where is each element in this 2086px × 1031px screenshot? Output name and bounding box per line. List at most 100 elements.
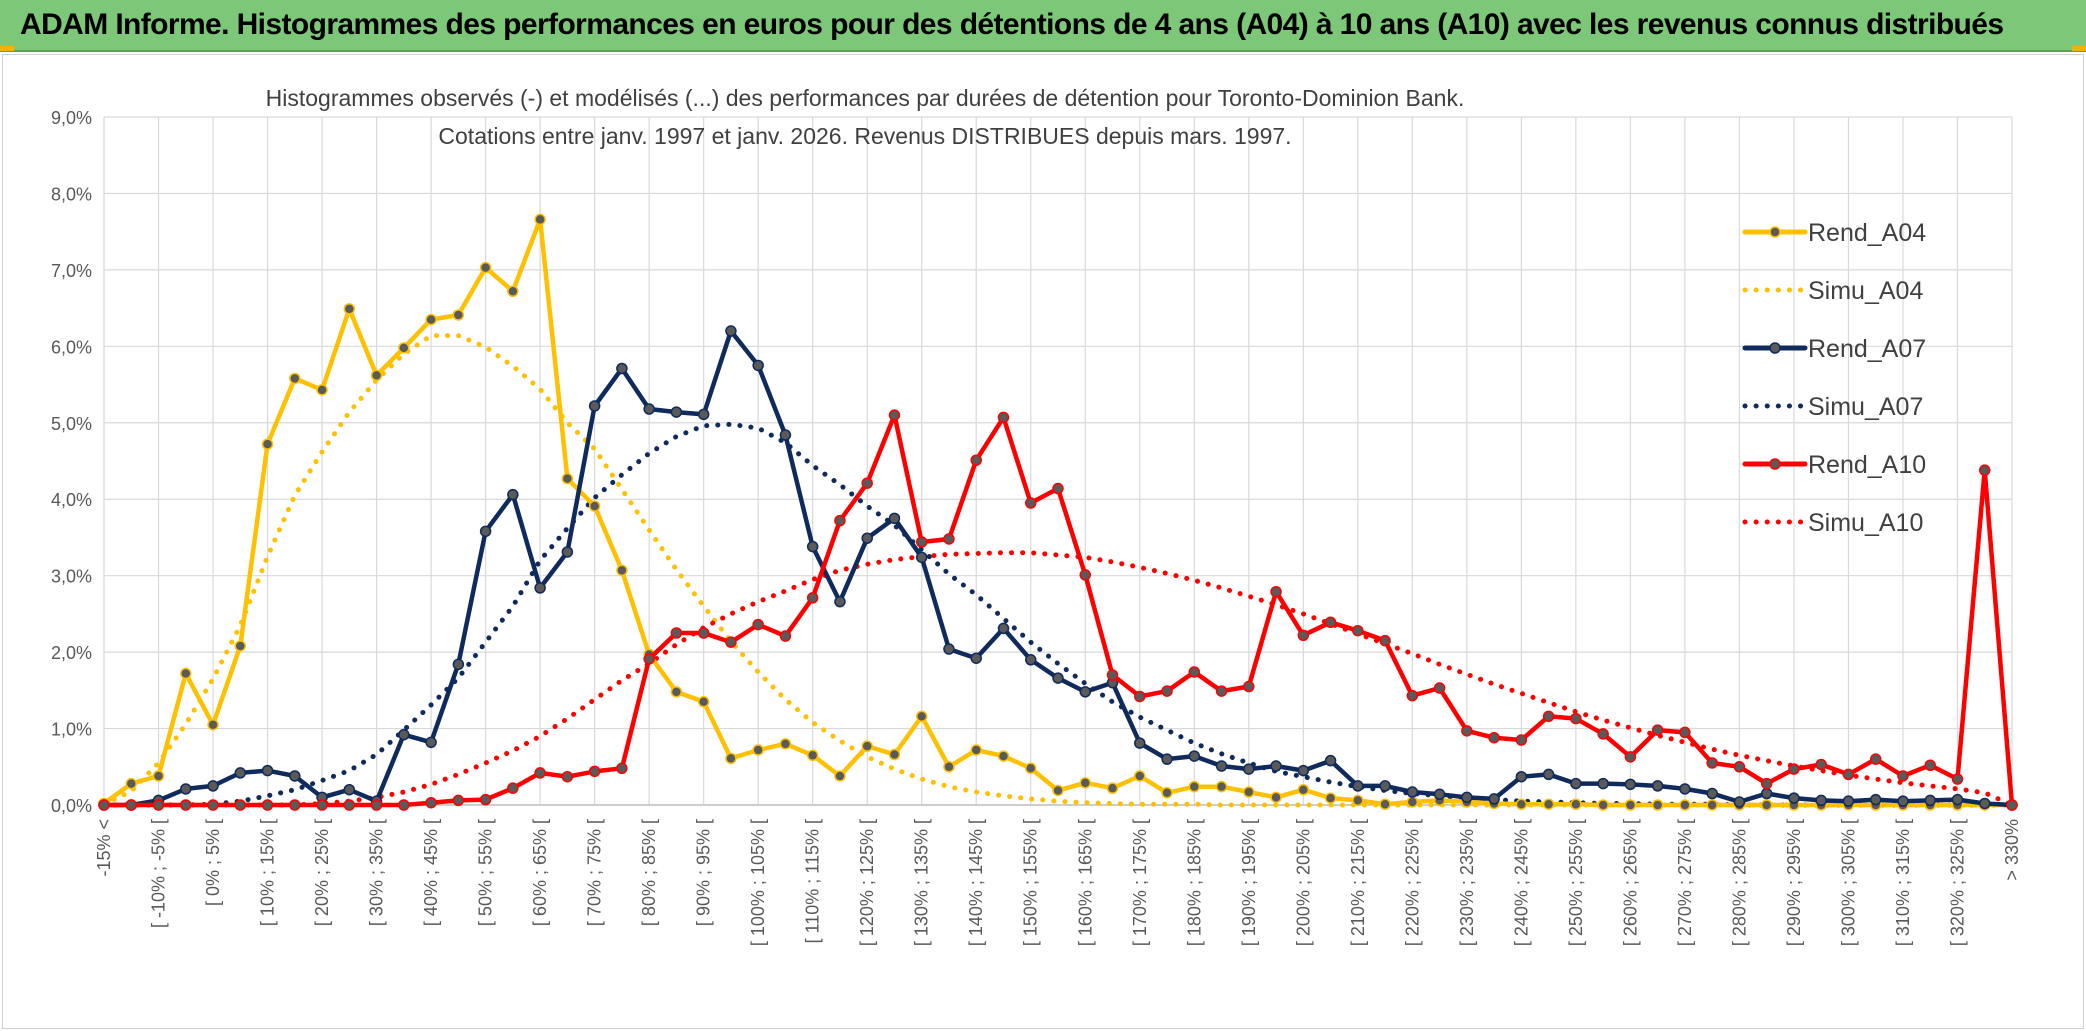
data-point <box>616 564 628 577</box>
y-tick-label: 2,0% <box>51 643 92 663</box>
data-point <box>1651 724 1664 736</box>
data-point <box>670 406 683 418</box>
data-point <box>1706 787 1718 800</box>
data-point <box>1679 726 1691 739</box>
data-point <box>534 767 546 779</box>
data-point <box>234 640 247 652</box>
data-point <box>1679 799 1691 811</box>
x-tick-label: [ 10% ; 15% [ <box>258 819 278 926</box>
data-point <box>289 372 301 385</box>
x-tick-label: [ 0% ; 5% [ <box>203 819 223 906</box>
data-point <box>1243 786 1255 798</box>
series-rend-a07 <box>98 325 2018 811</box>
data-point <box>697 696 710 708</box>
data-point <box>398 728 410 741</box>
x-tick-label: [ 250% ; 255% [ <box>1566 819 1586 946</box>
data-point <box>425 313 437 326</box>
data-point <box>507 782 519 794</box>
data-point <box>1243 763 1255 775</box>
header-bar: ADAM Informe. Histogrammes des performan… <box>0 0 2086 52</box>
data-point <box>370 369 383 382</box>
y-tick-label: 8,0% <box>51 184 92 204</box>
x-tick-label: [ 50% ; 55% [ <box>476 819 496 926</box>
data-point <box>915 551 928 564</box>
data-point <box>1352 780 1364 792</box>
data-point <box>697 408 710 421</box>
data-point <box>616 762 628 775</box>
header-accent-right <box>2072 46 2086 51</box>
data-point <box>180 783 192 795</box>
data-point <box>1161 787 1173 799</box>
chart-title: Histogrammes observés (-) et modélisés (… <box>266 85 1465 111</box>
data-point <box>806 592 819 604</box>
data-point <box>1651 799 1664 811</box>
data-point <box>1624 778 1637 791</box>
data-point <box>1297 764 1310 777</box>
data-point <box>1052 672 1064 684</box>
data-point <box>834 595 846 608</box>
data-point <box>1270 585 1282 598</box>
y-tick-label: 4,0% <box>51 490 92 510</box>
series-layer <box>98 213 2018 811</box>
data-point <box>888 748 901 761</box>
x-tick-label: [ 30% ; 35% [ <box>367 819 387 926</box>
data-point <box>1297 629 1310 642</box>
x-tick-label: [ 160% ; 165% [ <box>1075 819 1095 946</box>
legend-item: Rend_A10 <box>1742 451 1926 479</box>
data-point <box>1624 799 1637 811</box>
data-point <box>997 750 1010 762</box>
data-point <box>1134 770 1146 782</box>
legend-label: Rend_A04 <box>1808 219 1926 247</box>
legend-item: Simu_A10 <box>1742 509 1923 537</box>
data-point <box>507 285 519 298</box>
data-point <box>1215 780 1228 793</box>
x-tick-label: [ 230% ; 235% [ <box>1457 819 1477 946</box>
x-tick-label: [ 100% ; 105% [ <box>748 819 768 946</box>
chart-title-block: Histogrammes observés (-) et modélisés (… <box>266 85 1465 149</box>
x-tick-label: [ 20% ; 25% [ <box>312 819 332 926</box>
data-point <box>1788 792 1800 804</box>
data-point <box>316 384 328 396</box>
data-point <box>561 770 574 783</box>
data-point <box>1570 798 1582 810</box>
data-point <box>289 799 301 811</box>
data-point <box>234 799 247 811</box>
data-point <box>1406 689 1419 702</box>
x-tick-label: [ 130% ; 135% [ <box>912 819 932 946</box>
data-point <box>343 799 356 811</box>
data-point <box>1815 794 1827 807</box>
data-point <box>1760 787 1773 800</box>
data-point <box>180 667 192 680</box>
data-point <box>806 540 819 553</box>
data-point <box>1542 710 1555 723</box>
data-point <box>1106 669 1119 681</box>
data-point <box>98 799 110 811</box>
data-point <box>1733 796 1746 808</box>
data-point <box>834 514 846 527</box>
data-point <box>507 488 519 501</box>
data-point <box>398 342 410 354</box>
axis-layer: 0,0% 1,0% 2,0% 3,0% 4,0% 5,0% 6,0% 7,0% 8,0% 9,0%… <box>51 108 2022 946</box>
data-point <box>452 309 465 321</box>
data-point <box>152 799 165 811</box>
data-point <box>1461 791 1473 804</box>
data-point <box>1924 759 1936 771</box>
data-point <box>588 765 601 778</box>
data-point <box>534 582 546 594</box>
x-tick-label: [ 120% ; 125% [ <box>857 819 877 946</box>
data-point <box>1706 757 1718 769</box>
data-point <box>479 793 492 806</box>
data-point <box>1679 783 1691 795</box>
data-point <box>1897 795 1909 807</box>
chart-subtitle: Cotations entre janv. 1997 et janv. 2026… <box>438 123 1291 149</box>
data-point <box>561 546 574 558</box>
data-point <box>125 799 138 811</box>
x-tick-label: [ 260% ; 265% [ <box>1620 819 1640 946</box>
report-title: ADAM Informe. Histogrammes des performan… <box>20 8 2004 41</box>
legend-marker <box>1769 458 1781 470</box>
data-point <box>1024 654 1037 666</box>
data-point <box>1842 768 1855 781</box>
series-rend-a10 <box>98 409 2018 811</box>
data-point <box>1951 773 1964 785</box>
data-point <box>343 303 356 315</box>
